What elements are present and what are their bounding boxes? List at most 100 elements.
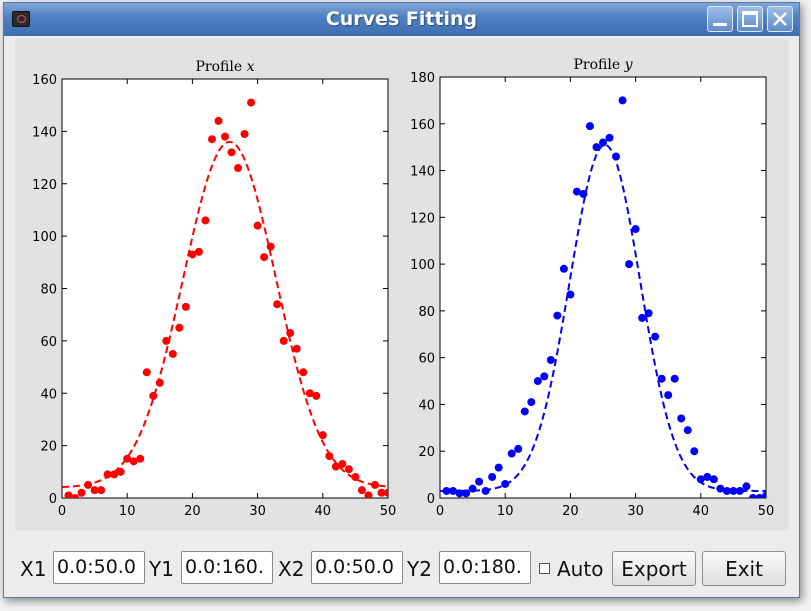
data-point (149, 391, 158, 400)
data-point (735, 486, 744, 495)
x1-range-input[interactable]: 0.0:50.0 (53, 551, 145, 584)
close-icon (773, 12, 787, 26)
x-tick-label: 0 (436, 504, 444, 519)
data-point (748, 494, 757, 498)
data-point (331, 462, 340, 471)
data-point (618, 96, 627, 105)
data-point (357, 486, 366, 495)
y-tick-label: 100 (32, 230, 57, 245)
data-point (286, 329, 295, 338)
data-point (168, 349, 177, 358)
data-point (338, 459, 347, 468)
data-point (670, 374, 679, 383)
y-tick-label: 140 (410, 165, 435, 180)
data-point (527, 398, 536, 407)
x-tick-label: 0 (58, 504, 66, 519)
export-button[interactable]: Export (612, 551, 696, 586)
y-tick-label: 20 (40, 440, 57, 455)
data-point (116, 467, 125, 476)
data-point (162, 336, 171, 345)
data-point (247, 98, 256, 107)
y-tick-label: 180 (410, 71, 435, 86)
data-point (631, 225, 640, 234)
data-point (664, 391, 673, 400)
axes-frame (61, 78, 389, 499)
maximize-button[interactable] (737, 6, 763, 32)
title-bar[interactable]: Curves Fitting (4, 3, 799, 36)
window-title: Curves Fitting (325, 8, 478, 30)
y-tick-label: 60 (418, 352, 435, 367)
data-point (123, 454, 132, 463)
chart-title-var: x (247, 59, 255, 75)
data-point (501, 479, 510, 488)
data-point (71, 494, 80, 498)
data-point (546, 356, 555, 365)
minimize-icon (713, 23, 727, 26)
profile-y-chart: Profile y 0 20 40 60 80 100 120 140 160 180 0 10 20 30… (410, 57, 774, 519)
data-point (227, 148, 236, 157)
data-point (305, 389, 314, 398)
minimize-button[interactable] (707, 6, 733, 32)
data-point (364, 491, 373, 498)
y1-range-input[interactable]: 0.0:160. (181, 551, 273, 584)
data-point (370, 480, 379, 489)
data-point (221, 132, 229, 141)
chart-title: Profile x (196, 59, 255, 75)
data-point (709, 475, 718, 484)
data-point (579, 189, 588, 198)
data-point (475, 477, 484, 486)
data-point (612, 152, 621, 161)
data-point (273, 300, 282, 309)
data-point (155, 378, 164, 387)
data-point (142, 368, 151, 377)
data-point (625, 260, 634, 269)
auto-label[interactable]: Auto (557, 557, 604, 581)
maximize-icon (742, 11, 758, 27)
data-point (703, 472, 712, 481)
data-point (592, 143, 601, 152)
x-tick-label: 20 (562, 504, 579, 519)
y2-range-input[interactable]: 0.0:180. (439, 551, 531, 584)
y-tick-label: 100 (410, 258, 435, 273)
x-tick-label: 40 (693, 504, 710, 519)
fit-curve (61, 140, 389, 489)
data-point (181, 302, 190, 311)
axes-frame (439, 76, 767, 499)
data-point (292, 344, 301, 353)
data-point (468, 484, 477, 493)
data-points (442, 96, 766, 498)
x2-range-input[interactable]: 0.0:50.0 (311, 551, 403, 584)
app-icon[interactable] (12, 11, 30, 27)
x1-label: X1 (20, 557, 47, 581)
fit-curve (440, 143, 766, 492)
auto-checkbox[interactable] (539, 563, 550, 574)
data-point (175, 323, 184, 332)
y-tick-label: 40 (40, 387, 57, 402)
data-point (90, 486, 99, 495)
data-point (494, 463, 503, 472)
data-point (716, 484, 725, 493)
data-point (299, 368, 308, 377)
x-tick-label: 10 (119, 504, 136, 519)
x-tick-label: 30 (627, 504, 644, 519)
x-tick-label: 30 (249, 504, 266, 519)
data-point (683, 426, 692, 435)
data-point (638, 313, 647, 322)
data-point (260, 253, 269, 262)
data-point (207, 135, 216, 144)
range-controls: X1 0.0:50.0 Y1 0.0:160. X2 0.0:50.0 Y2 0… (4, 533, 799, 597)
close-button[interactable] (767, 6, 793, 32)
exit-button[interactable]: Exit (702, 551, 786, 586)
data-point (755, 494, 764, 498)
data-point (553, 311, 562, 320)
x-tick-label: 10 (497, 504, 514, 519)
data-point (240, 129, 249, 138)
data-point (599, 138, 607, 147)
chart-title-word: Profile (573, 57, 624, 73)
main-window: Curves Fitting Profile x 0 20 40 60 80 100 120 1… (3, 2, 800, 598)
data-point (520, 407, 529, 416)
y-tick-label: 140 (32, 125, 57, 140)
data-point (110, 470, 119, 479)
data-point (455, 489, 464, 498)
y-tick-label: 80 (418, 305, 435, 320)
